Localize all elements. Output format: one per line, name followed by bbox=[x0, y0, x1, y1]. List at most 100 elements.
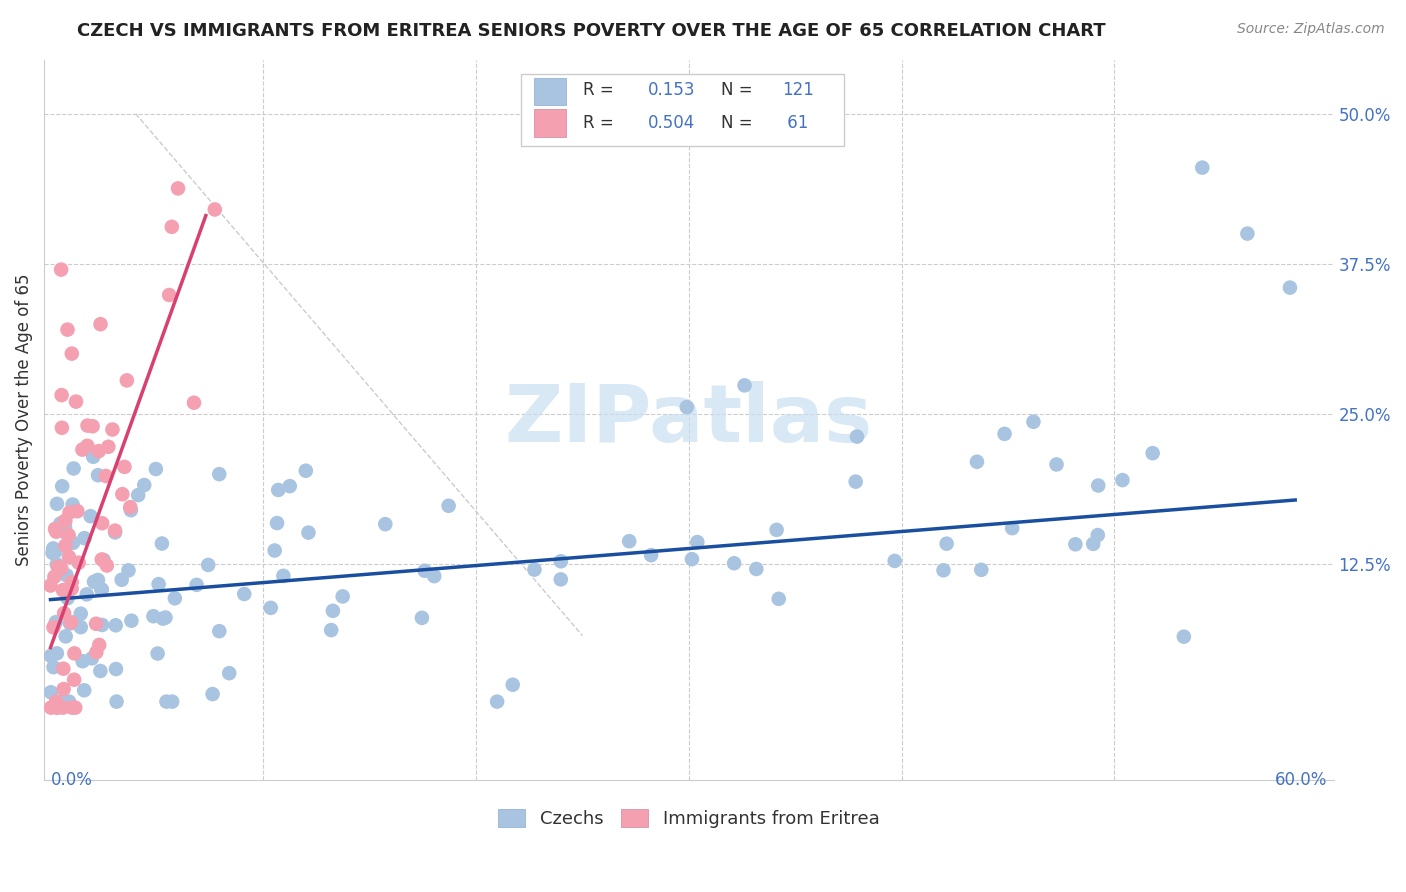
Point bbox=[127, 488, 149, 502]
Point bbox=[52, 681, 75, 696]
Point bbox=[86, 645, 108, 659]
Text: 0.153: 0.153 bbox=[648, 81, 695, 99]
Point bbox=[218, 666, 240, 681]
Point bbox=[142, 609, 165, 624]
Point bbox=[155, 695, 177, 709]
Point bbox=[208, 467, 231, 482]
Point bbox=[502, 678, 524, 692]
Point bbox=[966, 455, 988, 469]
Text: N =: N = bbox=[721, 114, 758, 132]
Point bbox=[46, 497, 69, 511]
Point bbox=[550, 554, 572, 568]
Point bbox=[82, 419, 104, 434]
Point bbox=[160, 695, 183, 709]
Point bbox=[51, 561, 73, 575]
Point bbox=[935, 537, 957, 551]
Text: R =: R = bbox=[583, 114, 619, 132]
Point bbox=[45, 544, 67, 558]
Point bbox=[62, 615, 84, 630]
Point bbox=[148, 577, 170, 591]
Point bbox=[60, 575, 83, 590]
Point bbox=[1064, 537, 1087, 551]
Point bbox=[183, 395, 205, 409]
Point bbox=[89, 664, 111, 678]
Point bbox=[686, 535, 709, 549]
Point bbox=[97, 440, 120, 454]
Point bbox=[332, 590, 354, 604]
Point bbox=[295, 464, 318, 478]
Point bbox=[197, 558, 219, 572]
Point bbox=[550, 573, 572, 587]
Point bbox=[60, 582, 83, 596]
Point bbox=[846, 429, 869, 443]
Text: N =: N = bbox=[721, 81, 758, 99]
Point bbox=[266, 516, 288, 530]
Point bbox=[73, 683, 96, 698]
Point bbox=[152, 611, 174, 625]
Text: 0.0%: 0.0% bbox=[51, 772, 93, 789]
Point bbox=[734, 378, 756, 392]
Point bbox=[423, 569, 446, 583]
Point bbox=[46, 559, 69, 574]
Point bbox=[883, 554, 905, 568]
Text: ZIPatlas: ZIPatlas bbox=[505, 381, 873, 458]
Point bbox=[79, 509, 101, 524]
FancyBboxPatch shape bbox=[534, 110, 567, 136]
Point bbox=[72, 442, 94, 457]
Point bbox=[101, 423, 124, 437]
Point bbox=[186, 578, 208, 592]
Point bbox=[45, 646, 67, 660]
Point bbox=[146, 647, 169, 661]
Point bbox=[58, 528, 80, 542]
Point bbox=[322, 604, 344, 618]
Point bbox=[84, 616, 107, 631]
Point bbox=[42, 541, 65, 556]
Point bbox=[42, 660, 65, 674]
Point bbox=[120, 500, 142, 515]
Point bbox=[45, 615, 67, 630]
Point bbox=[56, 591, 79, 606]
Point bbox=[111, 487, 134, 501]
Point bbox=[111, 573, 134, 587]
Point bbox=[163, 591, 186, 606]
Point bbox=[53, 606, 76, 620]
Point bbox=[58, 695, 80, 709]
Point bbox=[104, 662, 127, 676]
Point bbox=[60, 615, 83, 630]
Point bbox=[723, 556, 745, 570]
FancyBboxPatch shape bbox=[522, 74, 844, 146]
Point bbox=[39, 700, 62, 714]
Point bbox=[681, 552, 703, 566]
Point bbox=[65, 700, 87, 714]
Point bbox=[150, 536, 173, 550]
Point bbox=[66, 504, 89, 518]
Point bbox=[970, 563, 993, 577]
Point bbox=[768, 591, 790, 606]
Point bbox=[437, 499, 460, 513]
Point bbox=[45, 524, 67, 539]
Point bbox=[1173, 630, 1195, 644]
Point bbox=[167, 181, 190, 195]
Point bbox=[80, 651, 103, 665]
Point bbox=[45, 695, 67, 709]
Point bbox=[87, 573, 110, 587]
Point bbox=[82, 450, 104, 464]
Point bbox=[53, 539, 76, 553]
Point bbox=[90, 552, 112, 566]
Point bbox=[273, 569, 295, 583]
Point bbox=[117, 563, 139, 577]
Point bbox=[53, 514, 76, 528]
Legend: Czechs, Immigrants from Eritrea: Czechs, Immigrants from Eritrea bbox=[491, 802, 887, 836]
Point bbox=[42, 620, 65, 634]
Point bbox=[374, 517, 396, 532]
Point bbox=[87, 444, 110, 458]
Point bbox=[278, 479, 301, 493]
Point bbox=[44, 570, 66, 584]
Point bbox=[160, 219, 183, 234]
Point bbox=[640, 548, 662, 562]
Point bbox=[1191, 161, 1213, 175]
Point bbox=[1083, 537, 1105, 551]
Point bbox=[120, 503, 142, 517]
Point bbox=[845, 475, 868, 489]
Point bbox=[134, 478, 156, 492]
